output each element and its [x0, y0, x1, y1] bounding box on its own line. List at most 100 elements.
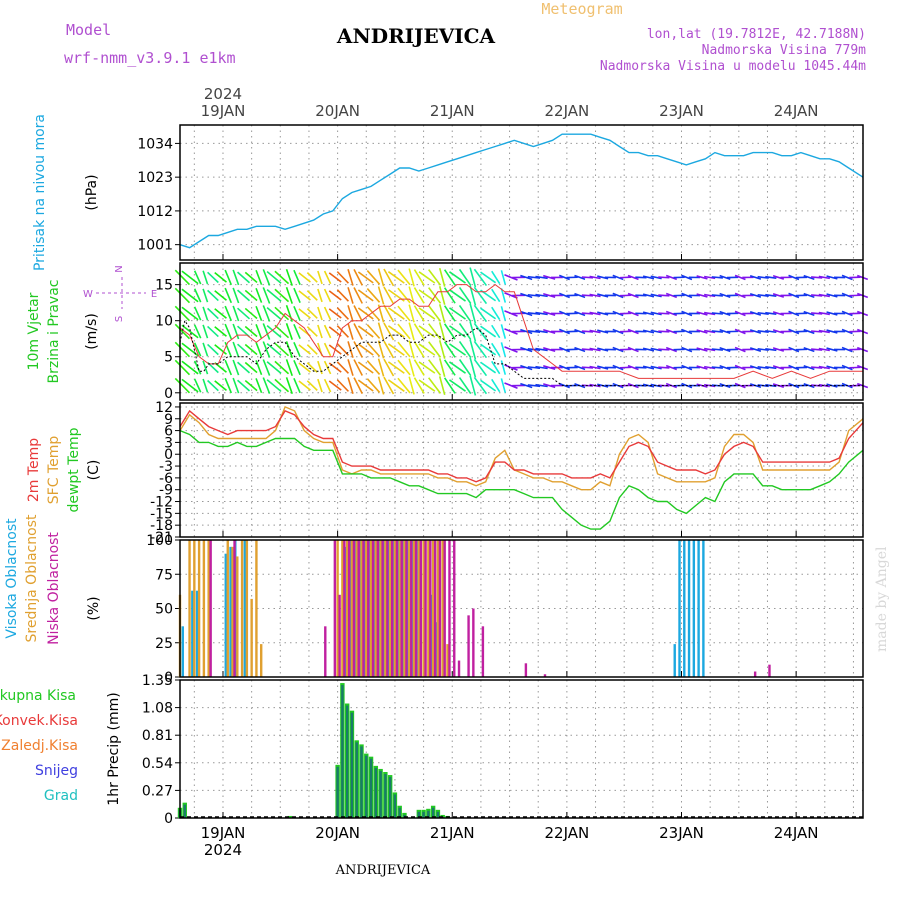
precip-detail-bar	[184, 805, 186, 818]
cloud-mid-bar	[188, 540, 190, 677]
cloud-low-bar	[467, 615, 469, 677]
cloud-high-bar	[688, 540, 690, 677]
cloud-low-bar	[768, 665, 770, 677]
bottom-day-label: 23JAN	[659, 824, 704, 842]
cloud-mid-bar	[203, 540, 205, 677]
bottom-day-label: 19JAN	[201, 824, 246, 842]
footer-station: ANDRIJEVICA	[335, 863, 431, 878]
y-tick-label: 1012	[137, 204, 173, 220]
top-day-label: 19JAN	[201, 102, 246, 120]
cloud-low-bar	[338, 595, 340, 677]
pressure-axis-label: Pritisak na nivou mora	[32, 114, 48, 271]
wind-arrow	[658, 313, 669, 314]
cloud-mid-label: Srednja Oblacnost	[24, 514, 40, 642]
page-subtitle: Meteogram	[541, 0, 622, 18]
wind-arrow	[658, 331, 669, 332]
precip-detail-bar	[365, 756, 367, 818]
wind-arrow	[712, 367, 723, 368]
cloud-high-bar	[697, 540, 699, 677]
wind-axis-label: 10m Vjetar	[26, 292, 42, 370]
cloud-mid-bar	[255, 540, 257, 677]
wind-arrow	[712, 313, 723, 314]
wind-arrow	[712, 295, 723, 296]
wind-arrow	[712, 277, 723, 278]
cloud-low-bar	[525, 663, 527, 677]
cloud-low-bar	[348, 540, 350, 677]
cloud-high-label: Visoka Oblacnost	[4, 518, 20, 639]
wind-arrow	[658, 277, 669, 278]
precip-detail-bar	[346, 706, 348, 818]
precip-detail-bar	[360, 746, 362, 818]
precip-detail-bar	[389, 777, 391, 818]
cloud-low-bar	[233, 540, 235, 677]
y-tick-label: 75	[155, 567, 173, 583]
y-tick-label: 0.27	[142, 783, 173, 799]
cloud-low-bar	[391, 540, 393, 677]
y-tick-label: 1023	[137, 170, 173, 186]
y-tick-label: 10	[155, 314, 173, 330]
cloud-low-bar	[434, 540, 436, 677]
cloud-low-bar	[372, 540, 374, 677]
precip-panel: 00.270.540.811.081.35Ukupna KisaKonvek.K…	[0, 673, 863, 827]
cloud-mid-bar	[198, 540, 200, 677]
temp-2m-label: 2m Temp	[26, 438, 42, 502]
y-tick-label: 0.81	[142, 728, 173, 744]
bottom-day-label: 24JAN	[774, 824, 819, 842]
precip-detail-bar	[422, 812, 424, 818]
cloud-low-bar	[353, 540, 355, 677]
cloud-mid-bar	[241, 540, 243, 677]
precip-legend-label: Snijeg	[35, 763, 78, 779]
cloud-mid-bar	[193, 540, 195, 677]
bottom-day-label: 22JAN	[545, 824, 590, 842]
precip-legend-label: Konvek.Kisa	[0, 713, 78, 729]
model-name: wrf-nmm_v3.9.1 e1km	[64, 49, 236, 67]
y-tick-label: 0	[164, 811, 173, 827]
temp-unit-label: (C)	[86, 460, 102, 481]
elevation-text: Nadmorska Visina 779m	[702, 43, 867, 58]
credit-text: made by Angel	[874, 546, 890, 652]
y-tick-label: 1001	[137, 238, 173, 254]
compass-east: E	[151, 289, 157, 300]
wind-arrow	[658, 367, 669, 368]
cloud-high-bar	[182, 626, 184, 677]
cloud-low-bar	[381, 540, 383, 677]
precip-legend-label: Grad	[44, 788, 78, 804]
top-day-label: 20JAN	[315, 102, 360, 120]
y-tick-label: 0.54	[142, 756, 173, 772]
cloud-mid-bar	[260, 644, 262, 677]
cloud-low-bar	[415, 540, 417, 677]
top-day-label: 21JAN	[430, 102, 475, 120]
precip-detail-bar	[437, 812, 439, 818]
precip-detail-bar	[341, 685, 343, 818]
cloud-low-bar	[410, 540, 412, 677]
y-tick-label: 12	[155, 400, 173, 416]
top-day-label: 24JAN	[774, 102, 819, 120]
cloud-low-bar	[405, 540, 407, 677]
wind-arrow	[658, 349, 669, 350]
precip-legend-label: Ukupna Kisa	[0, 688, 76, 704]
sfc-temp-label: SFC Temp	[46, 436, 62, 505]
model-elevation-text: Nadmorska Visina u modelu 1045.44m	[600, 59, 866, 74]
precip-axis-label: 1hr Precip (mm)	[106, 692, 122, 805]
precip-detail-bar	[394, 794, 396, 818]
compass-west: W	[83, 289, 93, 300]
cloud-low-bar	[324, 626, 326, 677]
bottom-day-label: 20JAN	[315, 824, 360, 842]
cloud-low-bar	[401, 540, 403, 677]
cloud-high-bar	[693, 540, 695, 677]
y-tick-label: 15	[155, 278, 173, 294]
cloud-low-bar	[754, 672, 756, 677]
cloud-low-bar	[482, 626, 484, 677]
top-day-label: 23JAN	[659, 102, 704, 120]
cloud-low-bar	[367, 540, 369, 677]
pressure-unit-label: (hPa)	[84, 174, 100, 210]
cloud-low-bar	[420, 540, 422, 677]
cloud-low-bar	[358, 540, 360, 677]
page-title: ANDRIJEVICA	[336, 24, 496, 48]
